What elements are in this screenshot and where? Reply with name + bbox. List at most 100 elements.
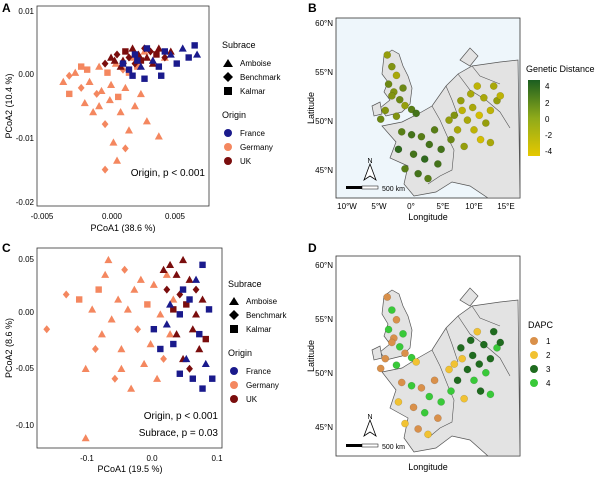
map-point-b-22 <box>424 174 432 183</box>
map-point-d-38 <box>453 376 462 385</box>
x-axis-label-a: PCoA1 (38.6 %) <box>90 223 155 233</box>
point-c-germany-9 <box>111 374 119 383</box>
france-dot-icon-2 <box>230 367 238 375</box>
point-a-france-13 <box>193 50 202 58</box>
point-c-germany-1 <box>62 290 70 299</box>
point-c-uk-0 <box>159 265 168 273</box>
legend-uk-2: UK <box>246 395 258 404</box>
map-point-d-34 <box>470 376 478 385</box>
map-point-d-5 <box>395 343 404 351</box>
north-arrow-d: N <box>363 414 377 438</box>
point-c-uk-7 <box>183 301 190 308</box>
map-point-b-21 <box>414 169 422 178</box>
point-a-uk-14 <box>153 51 160 58</box>
y-axis-label-d: Latitude <box>306 340 316 372</box>
point-c-uk-2 <box>166 260 175 269</box>
germany-dot-icon-2 <box>230 381 238 389</box>
gd-tick-5: -4 <box>545 147 553 156</box>
map-point-d-33 <box>463 365 472 374</box>
point-a-germany-0 <box>59 77 68 85</box>
point-a-uk-16 <box>161 53 169 62</box>
point-a-uk-1 <box>107 53 116 61</box>
legend-dapc-title: DAPC <box>528 320 554 330</box>
map-point-d-23 <box>437 398 445 406</box>
benchmark-diamond-icon <box>223 72 233 82</box>
point-c-france-3 <box>170 340 177 348</box>
map-point-d-30 <box>480 340 488 349</box>
map-point-b-31 <box>486 106 495 115</box>
point-a-germany-11 <box>101 120 109 129</box>
map-point-b-42 <box>482 119 490 127</box>
legend-origin-title-2: Origin <box>228 348 252 358</box>
point-a-germany-12 <box>104 69 111 76</box>
map-point-d-10 <box>376 364 385 373</box>
point-c-germany-22 <box>153 374 162 382</box>
point-a-france-7 <box>161 48 169 55</box>
y-tick-a-4: -0.02 <box>16 198 35 207</box>
lon-tick-b-6: 15°E <box>497 202 514 211</box>
map-point-b-36 <box>486 138 495 147</box>
point-a-germany-29 <box>101 165 109 174</box>
point-c-france-16 <box>199 385 206 392</box>
map-point-b-3 <box>384 80 393 88</box>
map-point-d-15 <box>425 392 434 401</box>
map-point-b-47 <box>399 84 407 92</box>
legend-dapc-4: 4 <box>546 379 551 388</box>
point-c-uk-8 <box>185 275 194 283</box>
legend-germany: Germany <box>240 143 273 152</box>
x-tick-a-3: 0.005 <box>165 212 186 221</box>
map-point-b-45 <box>475 111 484 120</box>
lon-tick-b-3: 0° <box>407 202 415 211</box>
axis-ticks-b: 10°W 5°W 0° 5°E 10°E 15°E 60°N 55°N 50°N… <box>315 19 515 211</box>
point-a-france-15 <box>141 75 148 82</box>
map-point-d-36 <box>486 390 495 399</box>
point-c-france-7 <box>189 375 196 382</box>
map-point-b-43 <box>468 103 477 112</box>
legend-origin-title: Origin <box>222 110 246 120</box>
amboise-triangle-icon-2 <box>229 297 239 305</box>
panel-c: C -0.1 0.0 0.1 0.05 0.00 -0.05 -0.10 PCo… <box>2 241 223 474</box>
map-point-d-25 <box>447 387 455 395</box>
point-a-france-2 <box>131 51 139 58</box>
point-c-uk-4 <box>172 270 181 278</box>
point-c-france-2 <box>162 320 171 328</box>
map-point-b-24 <box>430 126 439 134</box>
dapc-1-dot-icon <box>530 337 538 345</box>
point-c-germany-3 <box>81 364 90 372</box>
map-point-b-16 <box>394 145 403 154</box>
panel-letter-b: B <box>308 1 317 15</box>
point-a-germany-31 <box>77 63 85 70</box>
point-c-germany-29 <box>92 344 99 353</box>
point-a-france-4 <box>143 45 151 52</box>
point-a-germany-37 <box>121 144 129 153</box>
map-point-b-19 <box>434 160 442 168</box>
point-c-germany-6 <box>97 330 106 338</box>
map-point-d-26 <box>450 360 459 368</box>
map-point-b-6 <box>401 101 409 110</box>
map-point-d-22 <box>424 430 432 439</box>
point-c-germany-23 <box>156 310 165 318</box>
map-point-d-39 <box>445 365 453 374</box>
legend-france: France <box>240 129 265 138</box>
point-a-france-17 <box>134 57 141 64</box>
map-point-b-13 <box>407 130 416 139</box>
point-c-germany-18 <box>140 359 149 368</box>
point-c-germany-8 <box>107 315 116 323</box>
point-c-france-13 <box>209 375 216 382</box>
legend-kalmar-2: Kalmar <box>246 325 272 334</box>
point-a-france-9 <box>173 60 180 67</box>
map-point-d-44 <box>458 354 466 363</box>
point-a-france-6 <box>155 63 163 70</box>
point-a-france-14 <box>129 72 136 79</box>
point-a-france-1 <box>125 66 133 73</box>
point-c-germany-12 <box>121 265 129 274</box>
map-point-b-30 <box>480 93 488 102</box>
map-point-b-15 <box>425 140 434 149</box>
lon-tick-b-1: 10°W <box>337 202 357 211</box>
point-c-germany-24 <box>160 354 167 363</box>
lon-tick-b-5: 10°E <box>465 202 482 211</box>
point-c-germany-15 <box>130 285 139 293</box>
map-point-d-2 <box>392 315 401 324</box>
map-point-b-40 <box>489 82 498 90</box>
